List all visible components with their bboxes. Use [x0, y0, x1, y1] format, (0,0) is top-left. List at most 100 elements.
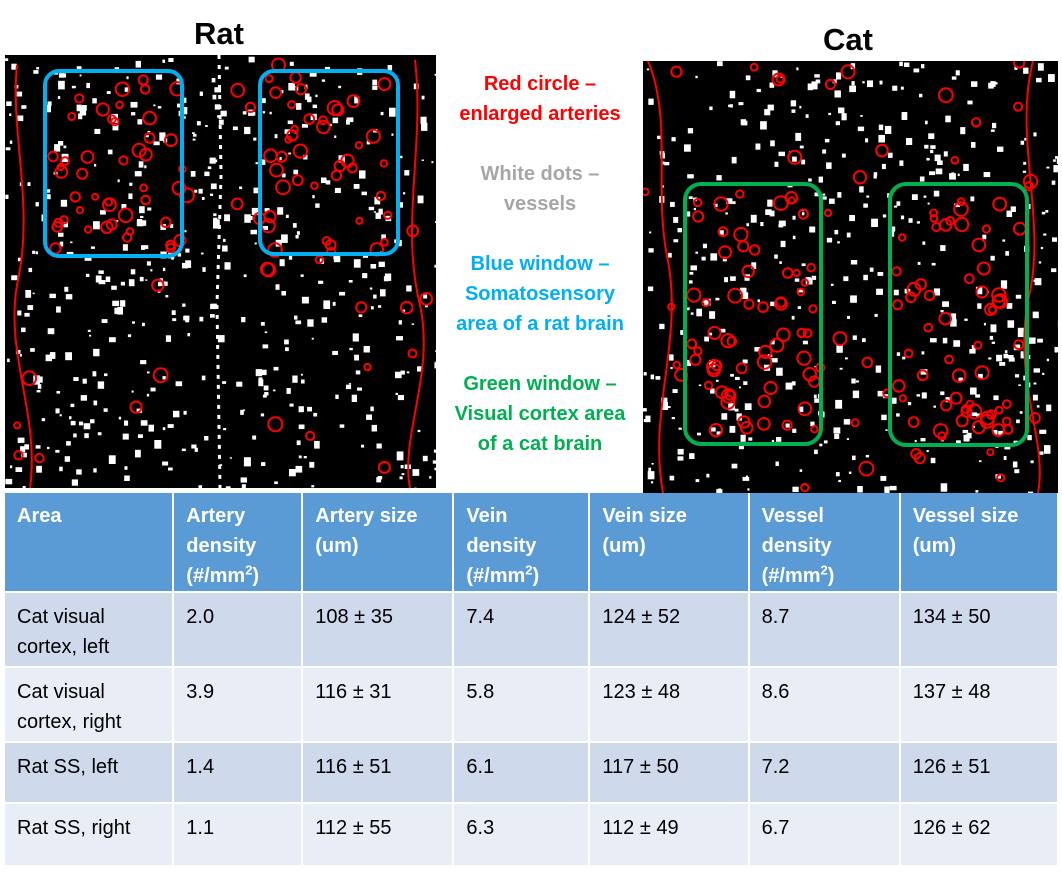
- vessel-dot: [785, 382, 793, 390]
- vessel-dot: [919, 176, 925, 182]
- vessel-dot: [690, 265, 697, 271]
- legend-line: Blue window –: [470, 253, 610, 275]
- cell-area: Cat visual cortex, right: [5, 668, 173, 741]
- vessel-dot: [130, 101, 138, 108]
- vessel-dot: [214, 87, 221, 93]
- vessel-dot: [78, 421, 84, 426]
- vessel-dot: [114, 307, 122, 315]
- table-row: Rat SS, right 1.1 112 ± 55 6.3 112 ± 49 …: [5, 804, 1057, 865]
- vessel-dot: [45, 104, 51, 113]
- vessel-dot: [976, 413, 981, 417]
- vessel-dot: [1016, 419, 1020, 424]
- artery-circle: [95, 102, 110, 117]
- artery-circle: [139, 84, 151, 95]
- vessel-dot: [404, 170, 410, 176]
- artery-circle: [115, 100, 124, 110]
- vessel-dot: [277, 207, 284, 215]
- vessel-dot: [774, 254, 778, 259]
- vessel-dot: [346, 119, 350, 125]
- vessel-dot: [671, 417, 675, 420]
- vessel-dot: [648, 248, 654, 253]
- vessel-dot: [848, 471, 852, 474]
- vessel-dot: [813, 394, 817, 399]
- artery-circle: [929, 214, 939, 223]
- vessel-dot: [168, 58, 174, 62]
- vessel-dot: [239, 186, 243, 190]
- vessel-dot: [435, 350, 436, 353]
- vessel-dot: [64, 456, 70, 462]
- vessel-dot: [834, 90, 841, 98]
- vessel-dot: [49, 293, 56, 299]
- vessel-dot: [252, 435, 257, 440]
- vessel-dot: [651, 481, 654, 484]
- legend-line: area of a rat brain: [456, 313, 624, 335]
- artery-circle: [125, 227, 135, 236]
- vessel-dot: [129, 182, 133, 186]
- vessel-dot: [243, 274, 247, 278]
- vessel-dot: [222, 245, 228, 252]
- artery-circle: [104, 197, 113, 207]
- vessel-dot: [155, 74, 163, 80]
- vessel-dot: [81, 105, 87, 111]
- vessel-dot: [791, 109, 796, 113]
- artery-circle: [797, 401, 813, 417]
- header-sup: 2: [245, 562, 253, 578]
- vessel-dot: [971, 345, 976, 350]
- vessel-dot: [945, 397, 952, 403]
- vessel-dot: [148, 424, 154, 432]
- vessel-dot: [33, 70, 39, 74]
- artery-circle: [13, 450, 24, 461]
- legend-line: Red circle –: [483, 73, 597, 95]
- artery-circle: [975, 285, 989, 299]
- vessel-dot: [100, 210, 106, 215]
- vessel-dot: [1040, 247, 1044, 250]
- vessel-dot: [127, 334, 132, 338]
- vessel-dot: [359, 170, 366, 179]
- vessel-dot: [1038, 261, 1042, 264]
- cat-green-window-left: [683, 182, 823, 446]
- cell-artery-size: 108 ± 35: [303, 593, 453, 666]
- vessel-dot: [954, 203, 960, 208]
- artery-circle: [303, 113, 316, 125]
- vessel-dot: [696, 308, 702, 317]
- artery-circle: [331, 103, 345, 117]
- vessel-dot: [211, 303, 217, 309]
- vessel-dot: [908, 218, 913, 223]
- vessel-dot: [792, 428, 797, 433]
- vessel-dot: [370, 306, 374, 310]
- vessel-dot: [1046, 358, 1049, 362]
- header-area: Area: [5, 493, 173, 591]
- artery-circle: [80, 150, 95, 164]
- vessel-dot: [860, 115, 863, 117]
- vessel-dot: [162, 461, 169, 466]
- artery-circle: [937, 87, 954, 104]
- header-text: ): [827, 565, 835, 587]
- vessel-dot: [926, 450, 929, 453]
- cell-vein-density: 6.1: [454, 743, 589, 802]
- artery-circle: [701, 298, 711, 308]
- vessel-dot: [162, 427, 166, 431]
- artery-circle: [269, 162, 284, 178]
- vessel-dot: [645, 415, 651, 423]
- vessel-dot: [940, 391, 945, 396]
- artery-circle: [69, 191, 81, 203]
- vessel-dot: [791, 381, 796, 386]
- vessel-dot: [863, 203, 868, 208]
- vessel-dot: [873, 174, 877, 179]
- vessel-dot: [303, 154, 308, 160]
- cell-vessel-density: 8.7: [749, 593, 899, 666]
- vessel-dot: [670, 366, 673, 370]
- vessel-dot: [301, 296, 309, 304]
- vessel-dot: [1003, 353, 1009, 359]
- vessel-dot: [1015, 294, 1022, 299]
- vessel-dot: [838, 479, 841, 483]
- vessel-dot: [933, 288, 941, 296]
- vessel-dot: [17, 437, 25, 443]
- header-text: Vessel: [761, 505, 824, 527]
- vessel-dot: [1008, 357, 1015, 362]
- vessel-dot: [710, 253, 718, 261]
- vessel-dot: [778, 151, 785, 157]
- vessel-dot: [106, 91, 111, 94]
- vessel-dot: [35, 445, 41, 449]
- vessel-dot: [878, 134, 885, 143]
